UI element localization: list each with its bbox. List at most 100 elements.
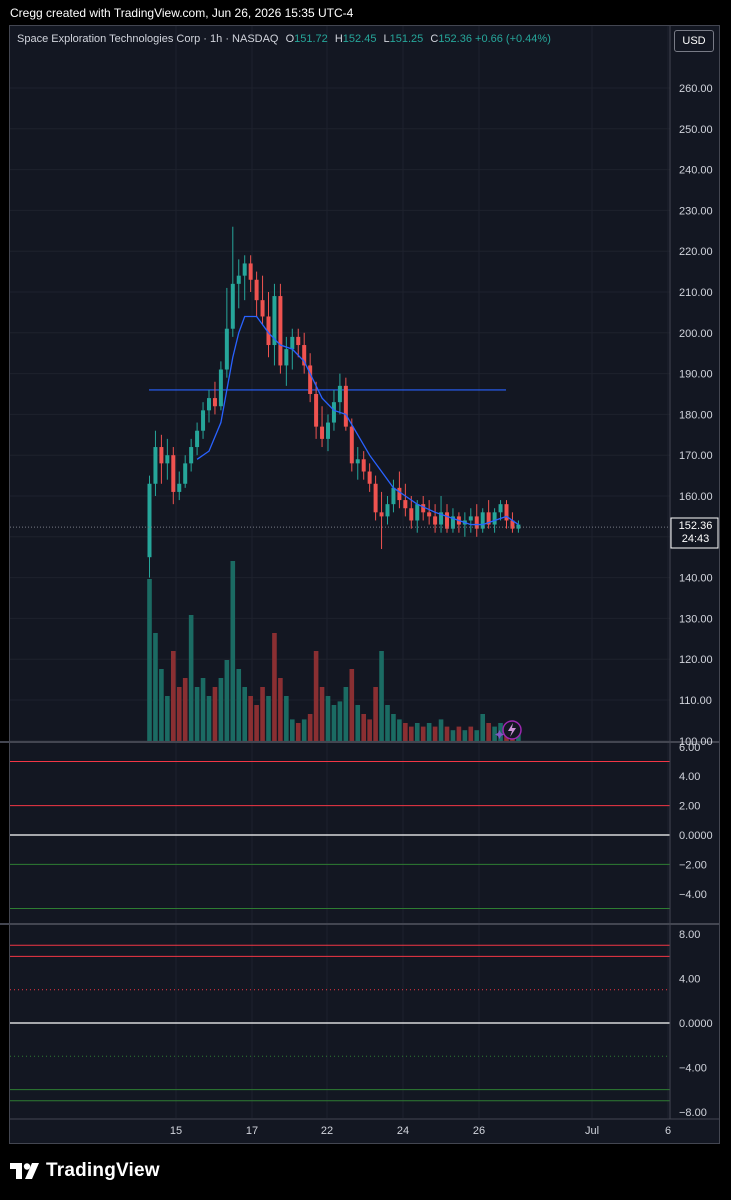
candle [201, 402, 206, 439]
time-axis: 15 17 22 24 26 Jul 6 [10, 1118, 720, 1137]
currency-button[interactable]: USD [674, 30, 714, 52]
candle-body [326, 422, 330, 439]
price-tick-label: 140.00 [679, 573, 713, 585]
candle-body [224, 328, 229, 370]
volume-bar [397, 719, 402, 741]
time-tick-label: 22 [321, 1125, 333, 1137]
candle [385, 496, 390, 525]
last-price-tag [670, 517, 719, 549]
candle-body [189, 447, 194, 464]
volume-bar [236, 669, 242, 741]
time-tick-label: 6 [665, 1125, 671, 1137]
candle-body [314, 394, 319, 427]
price-tick-label: 180.00 [679, 409, 713, 421]
candle [504, 500, 509, 529]
price-tick-label: 120.00 [679, 654, 713, 666]
candle-body [183, 463, 188, 484]
candle-body [385, 504, 390, 517]
volume-bar [444, 726, 450, 741]
volume-bar [498, 723, 503, 741]
price-tick-label: 220.00 [679, 246, 713, 258]
volume-bar [200, 678, 206, 741]
volume-bar [355, 705, 361, 741]
candle-body [272, 296, 277, 346]
candle [248, 255, 253, 292]
volume-bar [420, 726, 426, 741]
tradingview-brand[interactable]: TradingView [10, 1158, 160, 1184]
lightning-icon[interactable] [495, 720, 522, 740]
candle [254, 271, 259, 317]
candle-body [391, 487, 396, 505]
candle-body [302, 345, 307, 366]
indicator-panes: 6.00 4.00 2.00 0.0000 −2.00 −4.00 8.00 4.00 0.00… [0, 741, 720, 1119]
candle-body [492, 512, 497, 525]
price-tick-label: 260.00 [679, 83, 713, 95]
volume-bar [260, 687, 265, 741]
volume-bar [313, 651, 319, 741]
candlesticks [147, 226, 521, 578]
candle-body [379, 512, 384, 517]
candle-body [367, 471, 372, 484]
volume-bar [385, 705, 390, 741]
candle [171, 447, 176, 505]
legend-open-label: O [285, 33, 295, 45]
volume-bar [212, 687, 218, 741]
bar-countdown: 24:43 [681, 533, 710, 545]
candle-body [373, 483, 378, 513]
volume-bar [409, 726, 414, 741]
candle-body [409, 508, 414, 521]
candle [147, 475, 152, 578]
volume-bar [284, 696, 289, 741]
candle [450, 508, 455, 533]
volume-bar [450, 730, 456, 741]
price-tick-label: 200.00 [679, 328, 713, 340]
volume-bar [474, 730, 480, 741]
volume-bar [331, 705, 337, 741]
volume-bar [176, 687, 182, 741]
candle [409, 496, 414, 529]
candle [284, 336, 289, 386]
legend-close: 152.36 [438, 33, 472, 45]
candle-body [207, 398, 211, 411]
volume-bar [301, 719, 307, 741]
candle-body [331, 402, 336, 423]
candle [207, 389, 211, 423]
candle-body [397, 487, 402, 501]
volume-bar [188, 615, 194, 741]
candle [516, 520, 521, 533]
volume-bar [367, 719, 372, 741]
volume-bar [403, 723, 408, 741]
moving-average-line [196, 315, 519, 526]
volume-bar [206, 696, 212, 741]
candle [195, 422, 200, 456]
indicator-tick-label: −8.00 [679, 1107, 707, 1119]
candle [468, 508, 473, 533]
volume-bar [379, 651, 384, 741]
candle-body [242, 263, 247, 276]
volume-bar [432, 726, 438, 741]
candle-body [355, 459, 360, 464]
candle [165, 438, 170, 480]
candle [355, 447, 360, 480]
candle [218, 361, 223, 411]
candle [474, 504, 479, 537]
candle-body [254, 279, 259, 301]
volume-bar [147, 579, 152, 741]
candle-body [486, 512, 491, 525]
candle-body [403, 500, 408, 509]
volume-bars [147, 561, 521, 741]
volume-bar [254, 705, 259, 741]
candle-body [320, 426, 325, 439]
volume-bar [165, 696, 170, 741]
candle [433, 504, 438, 533]
legend-low-label: L [383, 33, 390, 45]
candle [320, 406, 325, 448]
candle [224, 287, 229, 378]
volume-bar [468, 726, 474, 741]
candle [183, 455, 188, 488]
candle-body [195, 430, 200, 448]
legend-low: 151.25 [389, 33, 424, 45]
candle-body [290, 336, 295, 350]
candle-body [349, 426, 354, 464]
